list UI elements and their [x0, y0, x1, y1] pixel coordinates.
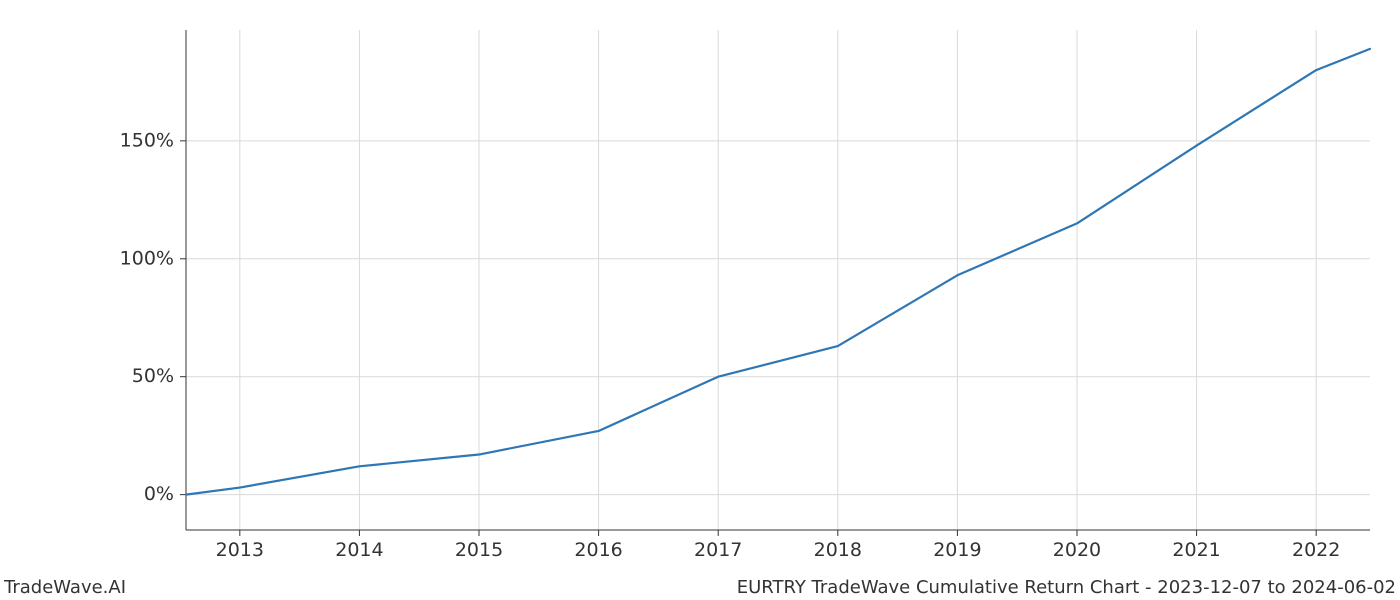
- x-tick-label: 2018: [814, 539, 862, 561]
- footer-caption: EURTRY TradeWave Cumulative Return Chart…: [737, 577, 1396, 598]
- chart-container: 0% 50% 100% 150% 2013 2014 2015 2016 2017 2018 201…: [0, 0, 1400, 600]
- x-tick-label: 2014: [335, 539, 383, 561]
- y-tick-label: 150%: [120, 129, 174, 151]
- return-chart: 0% 50% 100% 150% 2013 2014 2015 2016 2017 2018 201…: [0, 0, 1400, 600]
- x-tick-label: 2016: [574, 539, 622, 561]
- x-tick-label: 2013: [216, 539, 264, 561]
- chart-background: [0, 0, 1400, 600]
- x-tick-label: 2019: [933, 539, 981, 561]
- x-tick-label: 2022: [1292, 539, 1340, 561]
- x-tick-label: 2021: [1172, 539, 1220, 561]
- y-tick-label: 0%: [144, 483, 174, 505]
- footer-bar: TradeWave.AI EURTRY TradeWave Cumulative…: [0, 572, 1400, 600]
- x-tick-label: 2017: [694, 539, 742, 561]
- x-tick-label: 2015: [455, 539, 503, 561]
- x-tick-label: 2020: [1053, 539, 1101, 561]
- y-tick-label: 50%: [132, 365, 174, 387]
- footer-brand: TradeWave.AI: [4, 577, 126, 598]
- y-tick-label: 100%: [120, 247, 174, 269]
